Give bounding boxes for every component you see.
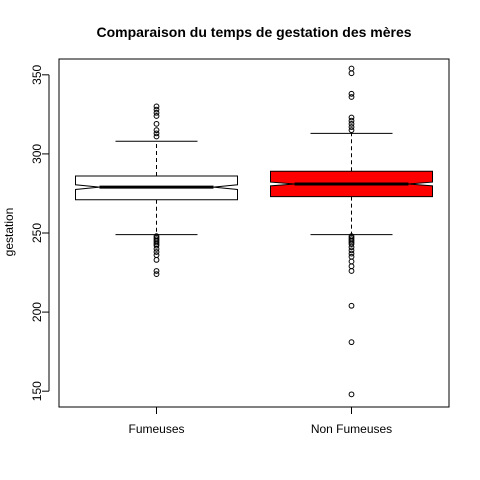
outlier-point	[348, 114, 355, 121]
outlier-point	[348, 339, 355, 346]
outlier-point	[348, 263, 355, 270]
outlier-point	[153, 130, 160, 137]
outlier-point	[348, 70, 355, 77]
outlier-point	[348, 90, 355, 97]
outlier-point	[348, 391, 355, 398]
outlier-point	[153, 120, 160, 127]
outlier-point	[153, 133, 160, 140]
box-group	[270, 65, 433, 398]
chart-title: Comparaison du temps de gestation des mè…	[96, 24, 411, 40]
y-tick-label: 200	[30, 302, 44, 322]
boxes-layer	[75, 65, 433, 398]
outlier-point	[348, 65, 355, 72]
outlier-point	[348, 94, 355, 100]
outlier-point	[348, 247, 355, 254]
y-tick-label: 150	[30, 381, 44, 401]
outlier-point	[348, 302, 355, 309]
outlier-point	[348, 233, 355, 240]
outlier-point	[348, 253, 355, 260]
outlier-point	[348, 120, 355, 127]
outlier-point	[348, 250, 355, 257]
y-axis-label: gestation	[2, 208, 16, 257]
y-axis: 150 200 250 300 350	[30, 64, 50, 401]
outlier-point	[348, 117, 355, 124]
outlier-point	[153, 109, 160, 116]
outlier-point	[153, 103, 160, 110]
outlier-point	[153, 249, 160, 255]
outlier-point	[153, 106, 160, 113]
outlier-point	[348, 258, 355, 265]
y-tick-label: 350	[30, 64, 44, 84]
outlier-point	[153, 268, 160, 274]
outlier-point	[153, 271, 160, 278]
outlier-point	[348, 127, 355, 134]
outlier-point	[348, 268, 355, 274]
x-tick-label: Non Fumeuses	[311, 422, 392, 436]
outlier-point	[153, 233, 160, 240]
x-tick-label: Fumeuses	[128, 422, 184, 436]
y-tick-label: 250	[30, 223, 44, 243]
plot-frame	[58, 58, 450, 408]
x-axis: Fumeuses Non Fumeuses	[128, 406, 392, 436]
outlier-point	[153, 113, 160, 119]
outlier-point	[153, 256, 160, 263]
outlier-point	[153, 127, 160, 134]
outlier-point	[153, 252, 160, 259]
box-group	[75, 103, 238, 278]
y-tick-label: 300	[30, 144, 44, 164]
outlier-point	[348, 124, 355, 130]
